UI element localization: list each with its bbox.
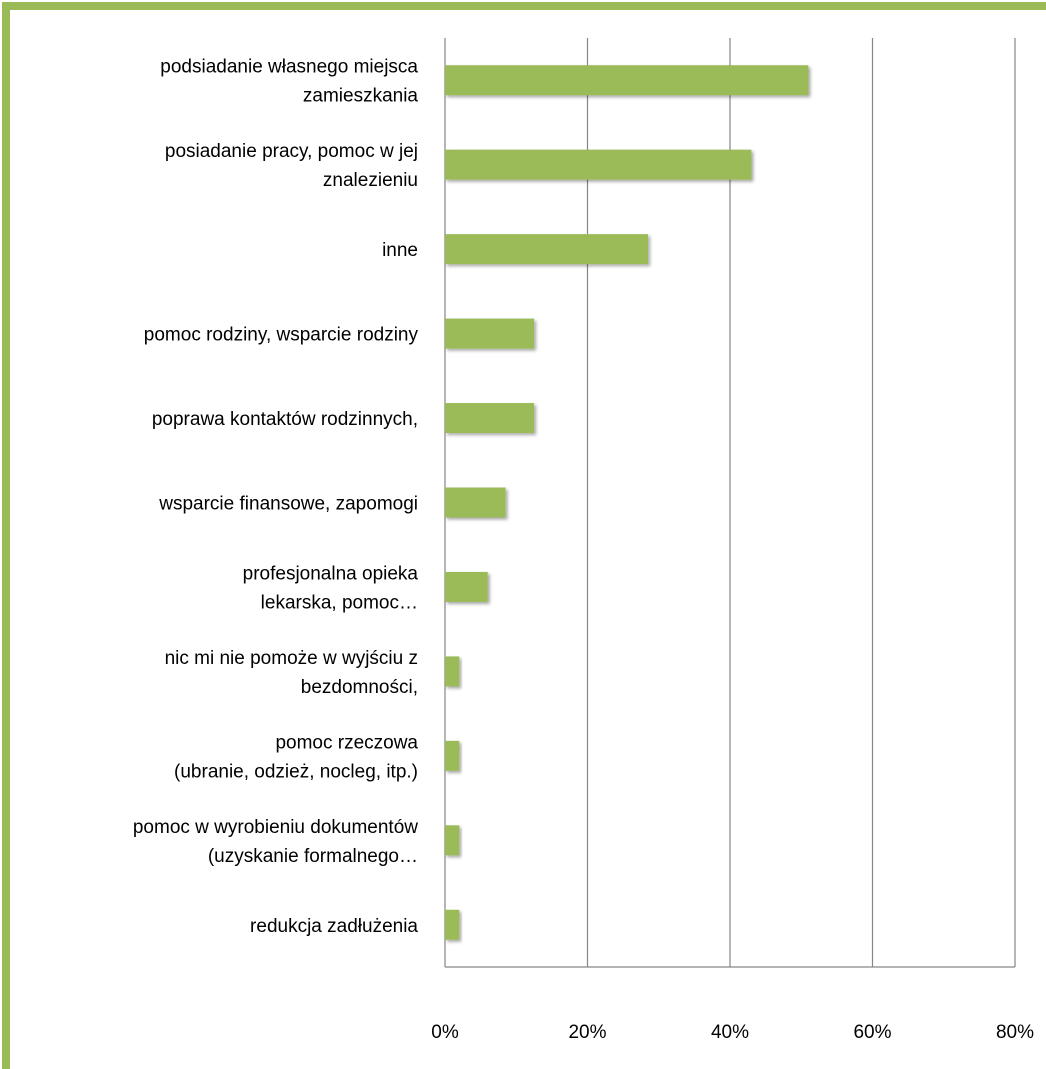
bar: [445, 318, 535, 349]
category-label: znalezieniu: [323, 170, 418, 191]
category-label: podsiadanie własnego miejsca: [160, 57, 418, 78]
category-label: zamieszkania: [303, 86, 419, 107]
x-tick-label: 80%: [996, 1022, 1034, 1043]
category-label: pomoc rodziny, wsparcie rodziny: [144, 325, 419, 346]
bar: [445, 909, 460, 940]
x-tick-label: 40%: [711, 1022, 749, 1043]
bar: [445, 65, 809, 96]
x-tick-labels: 0% 20% 40% 60% 80%: [431, 1022, 1034, 1043]
category-label: (uzyskanie formalnego…: [208, 846, 418, 867]
category-label: pomoc rzeczowa: [275, 732, 418, 753]
category-label: lekarska, pomoc…: [261, 592, 418, 613]
category-label: redukcja zadłużenia: [250, 916, 418, 937]
category-label: poprawa kontaktów rodzinnych,: [152, 409, 418, 430]
bar: [445, 740, 460, 771]
bar: [445, 825, 460, 856]
category-label: bezdomności,: [301, 677, 418, 698]
bar: [445, 234, 649, 265]
x-tick-label: 20%: [568, 1022, 606, 1043]
category-label: nic mi nie pomoże w wyjściu z: [165, 648, 418, 669]
bar: [445, 149, 752, 180]
category-labels: podsiadanie własnego miejsca zamieszkania…: [133, 57, 419, 937]
category-label: posiadanie pracy, pomoc w jej: [165, 141, 418, 162]
bar: [445, 403, 535, 434]
bar: [445, 571, 488, 602]
category-label: (ubranie, odzież, nocleg, itp.): [174, 761, 418, 782]
bars: [445, 65, 809, 940]
category-label: pomoc w wyrobieniu dokumentów: [133, 817, 418, 838]
x-tick-label: 0%: [431, 1022, 459, 1043]
bar: [445, 656, 460, 687]
x-tick-label: 60%: [853, 1022, 891, 1043]
category-label: profesjonalna opieka: [243, 563, 419, 584]
category-label: inne: [382, 240, 418, 261]
bar: [445, 487, 506, 518]
category-label: wsparcie finansowe, zapomogi: [158, 494, 418, 515]
